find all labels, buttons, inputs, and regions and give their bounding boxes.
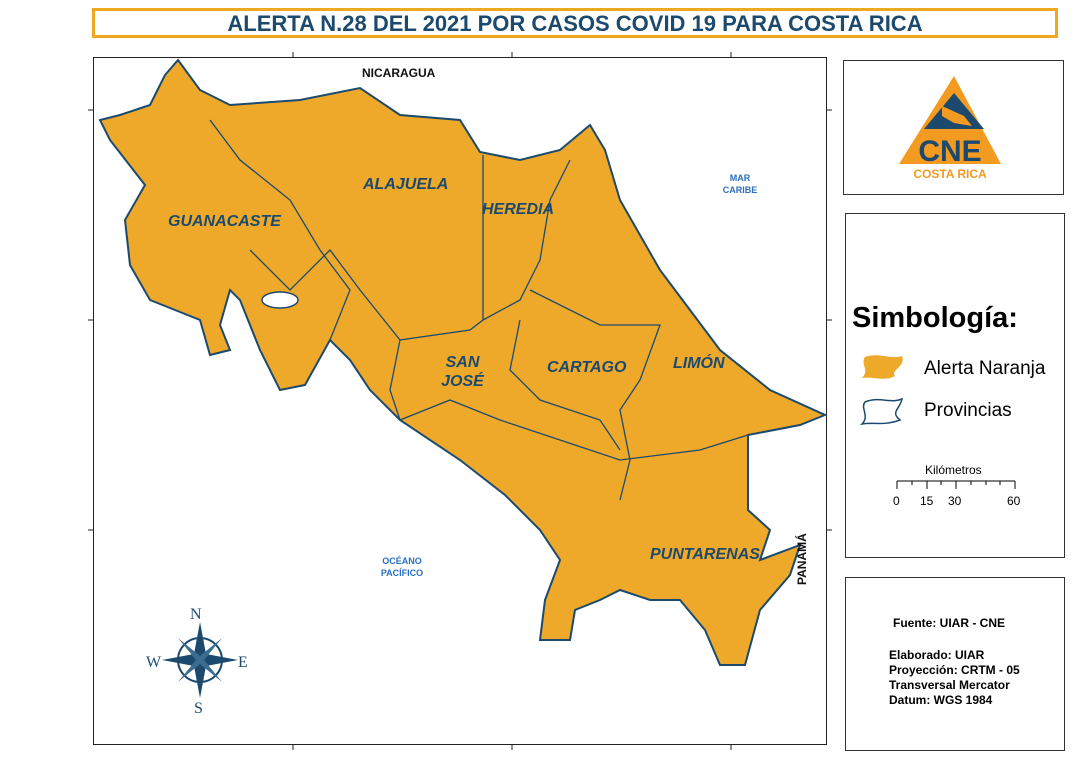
legend-title: Simbología: xyxy=(852,302,1018,334)
province-outline-swatch-icon xyxy=(860,397,904,426)
info-box: Fuente: UIAR - CNE Elaborado: UIAR Proye… xyxy=(845,577,1065,751)
cne-logo-icon: CNE COSTA RICA xyxy=(899,76,1001,181)
label-nicaragua: NICARAGUA xyxy=(362,66,436,80)
info-lines: Elaborado: UIAR Proyección: CRTM - 05 Tr… xyxy=(889,648,1020,708)
info-line: Proyección: CRTM - 05 xyxy=(889,663,1020,677)
label-pacific: OCÉANO PACÍFICO xyxy=(380,556,424,578)
scale-tick: 15 xyxy=(920,494,934,508)
orange-fill-swatch-icon xyxy=(862,355,903,379)
graticule-ticks xyxy=(88,52,832,750)
scale-tick: 30 xyxy=(948,494,962,508)
province-puntarenas: PUNTARENAS xyxy=(650,546,760,563)
legend-item-provinces: Provincias xyxy=(924,400,1012,421)
scale-tick: 60 xyxy=(1007,494,1021,508)
compass-e: E xyxy=(238,654,248,671)
info-line: Elaborado: UIAR xyxy=(889,648,985,662)
scale-tick: 0 xyxy=(893,494,900,508)
compass-n: N xyxy=(190,606,202,623)
compass-s: S xyxy=(194,700,203,717)
compass-w: W xyxy=(146,654,162,671)
source-text: Fuente: UIAR - CNE xyxy=(893,616,1005,630)
info-line: Transversal Mercator xyxy=(889,678,1010,692)
province-alajuela: ALAJUELA xyxy=(363,176,449,193)
legend-item-alert: Alerta Naranja xyxy=(924,358,1046,379)
province-san-jose: SAN JOSÉ xyxy=(441,354,484,390)
legend-box: Simbología: Alerta Naranja Provincias Ki… xyxy=(845,213,1065,558)
scale-bar xyxy=(896,480,1016,489)
province-cartago: CARTAGO xyxy=(547,359,627,376)
province-guanacaste: GUANACASTE xyxy=(168,213,281,230)
province-heredia: HEREDIA xyxy=(482,201,555,218)
logo-text: CNE xyxy=(918,135,981,168)
province-limon: LIMÓN xyxy=(673,355,725,372)
country-shape xyxy=(98,58,828,666)
compass-rose-icon xyxy=(162,622,238,698)
info-line: Datum: WGS 1984 xyxy=(889,693,993,707)
logo-box: CNE COSTA RICA xyxy=(843,60,1064,195)
label-panama: PANAMÁ xyxy=(795,533,809,585)
logo-subtitle: COSTA RICA xyxy=(913,167,987,181)
label-caribbean: MAR CARIBE xyxy=(722,173,758,195)
map-title: ALERTA N.28 DEL 2021 POR CASOS COVID 19 … xyxy=(92,8,1058,38)
province-borders xyxy=(209,119,749,501)
scale-unit: Kilómetros xyxy=(925,463,982,477)
map-frame xyxy=(93,57,827,745)
